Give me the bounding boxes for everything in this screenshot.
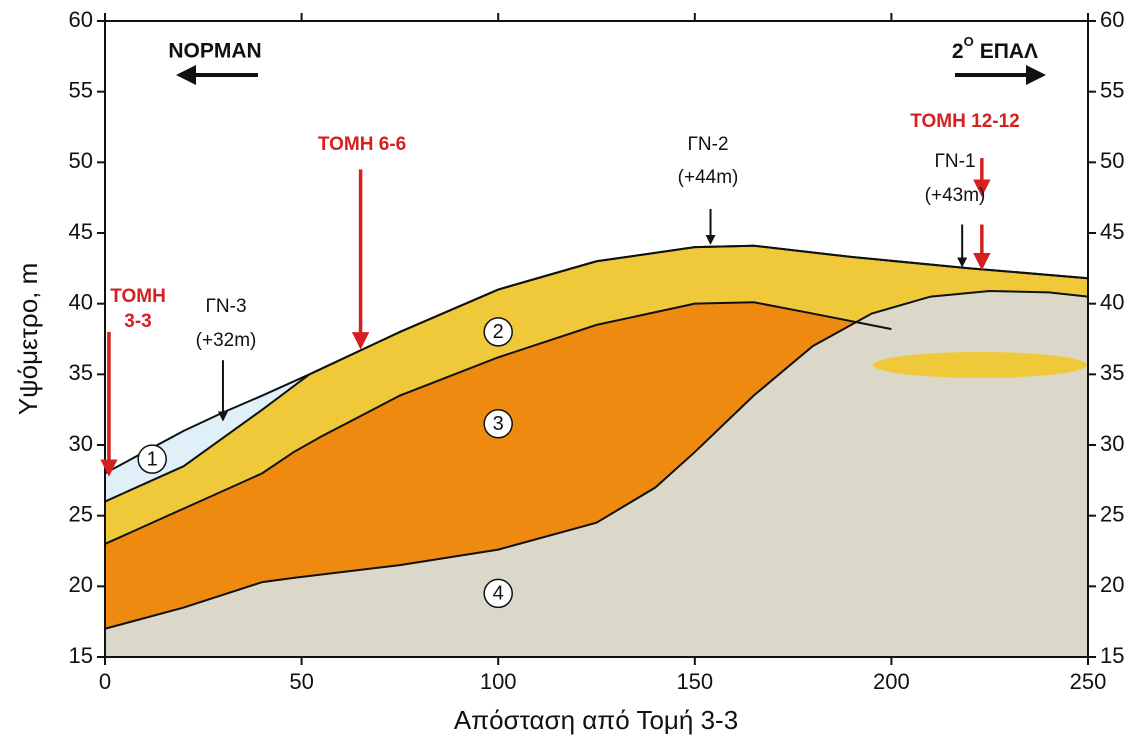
y2-tick-label: 25 xyxy=(1100,501,1124,526)
y2-tick-label: 45 xyxy=(1100,219,1124,244)
x-tick-label: 200 xyxy=(873,669,910,694)
y-tick-label: 25 xyxy=(69,501,93,526)
layer-label: 2 xyxy=(493,321,504,343)
annotation-text: (+43m) xyxy=(925,185,986,206)
y-tick-label: 35 xyxy=(69,360,93,385)
annotation-text: ΤΟΜΗ 6-6 xyxy=(318,134,406,155)
x-tick-label: 150 xyxy=(676,669,713,694)
lens xyxy=(873,352,1087,378)
chart: 1234 ΝΟΡΜΑΝ 2ΟΕΠΑΛ Απόσταση από Τομή 3-3… xyxy=(0,0,1147,747)
right-direction-part: ΕΠΑΛ xyxy=(980,40,1038,63)
x-tick-label: 100 xyxy=(480,669,517,694)
y-tick-label: 30 xyxy=(69,431,93,456)
y2-tick-label: 55 xyxy=(1100,77,1124,102)
y2-tick-label: 60 xyxy=(1100,7,1124,32)
y-tick-label: 50 xyxy=(69,148,93,173)
y2-tick-label: 35 xyxy=(1100,360,1124,385)
right-direction: 2Ο ΕΠΑΛ xyxy=(952,34,1038,62)
annotation-text: ΓΝ-2 xyxy=(687,134,728,155)
x-tick-label: 0 xyxy=(99,669,111,694)
right-direction-sup: Ο xyxy=(964,34,974,49)
annotation-text: (+32m) xyxy=(196,330,257,351)
x-tick-label: 250 xyxy=(1070,669,1107,694)
y-tick-label: 55 xyxy=(69,77,93,102)
annotation-text: (+44m) xyxy=(678,167,739,188)
page: {"chart_data": { "type": "layers", "x_la… xyxy=(0,0,1147,747)
y-tick-label: 40 xyxy=(69,289,93,314)
right-direction-part: 2 xyxy=(952,40,964,63)
annotation-text: ΤΟΜΗ 12-12 xyxy=(910,111,1019,132)
layers xyxy=(105,246,1088,657)
annotation-text: 3-3 xyxy=(124,311,151,332)
x-tick-label: 50 xyxy=(289,669,313,694)
layer-label: 4 xyxy=(493,583,504,605)
y-tick-label: 60 xyxy=(69,7,93,32)
y-tick-label: 45 xyxy=(69,219,93,244)
y2-tick-label: 20 xyxy=(1100,572,1124,597)
y2-tick-label: 50 xyxy=(1100,148,1124,173)
y2-tick-label: 15 xyxy=(1100,643,1124,668)
left-direction: ΝΟΡΜΑΝ xyxy=(168,40,261,63)
layer-label: 3 xyxy=(493,413,504,435)
y-tick-label: 20 xyxy=(69,572,93,597)
y2-tick-label: 40 xyxy=(1100,289,1124,314)
annotation-text: ΓΝ-3 xyxy=(205,296,246,317)
layer-label: 1 xyxy=(147,448,158,470)
y-tick-label: 15 xyxy=(69,643,93,668)
y2-tick-label: 30 xyxy=(1100,431,1124,456)
y-axis-label: Υψόμετρο, m xyxy=(13,263,43,416)
x-axis-label: Απόσταση από Τομή 3-3 xyxy=(454,705,738,735)
annotation-text: ΓΝ-1 xyxy=(934,151,975,172)
annotation-text: ΤΟΜΗ xyxy=(110,286,166,307)
